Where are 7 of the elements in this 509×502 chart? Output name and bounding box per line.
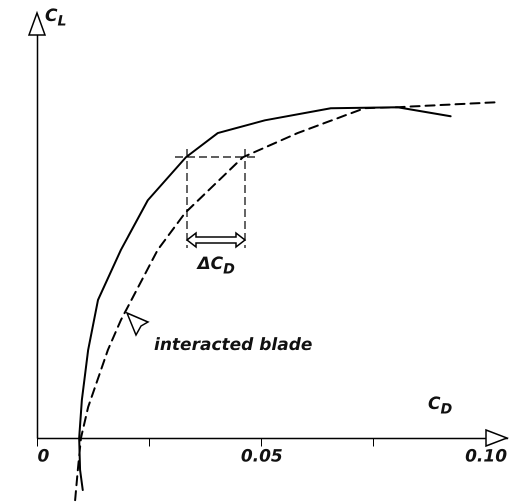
x-tick-label: 0 (38, 446, 50, 466)
x-tick-label: 0.05 (240, 446, 283, 466)
x-axis-title: C$_{D}$ (428, 394, 452, 418)
annotation: ΔC$_{D}$ (198, 254, 235, 278)
x-tick-label: 0.10 (465, 446, 508, 466)
annotation: interacted blade (154, 335, 312, 355)
y-axis-title: C$_{L}$ (45, 6, 67, 30)
